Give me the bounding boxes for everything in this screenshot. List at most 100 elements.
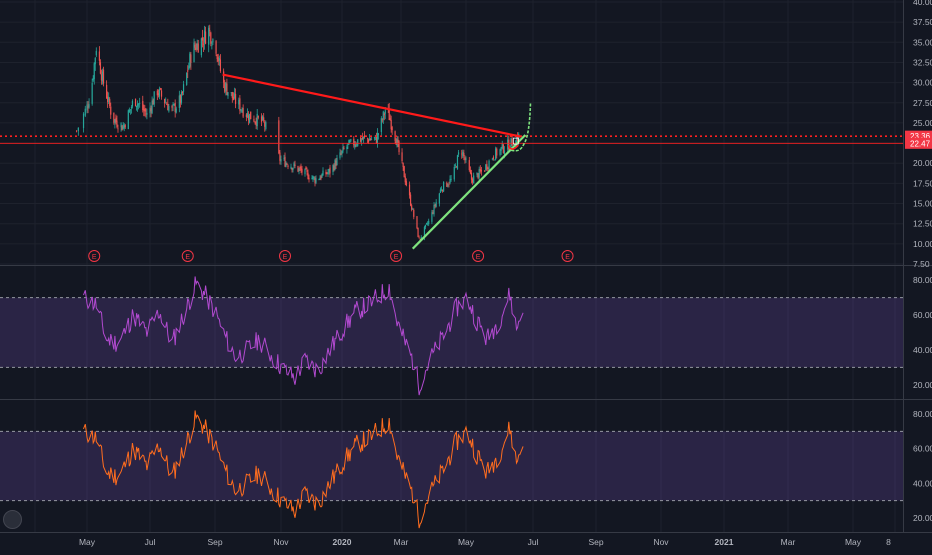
candle-body: [354, 144, 356, 148]
candle-body: [465, 158, 467, 160]
candle-body: [200, 38, 202, 56]
level-price-badge: 22.47: [905, 137, 932, 149]
candle-body: [256, 113, 258, 127]
candle: [321, 173, 323, 179]
candle: [480, 166, 482, 176]
candle-body: [348, 140, 350, 145]
candle-body: [510, 137, 512, 148]
candle: [479, 165, 481, 174]
candle-body: [319, 177, 321, 180]
candle: [127, 109, 129, 130]
candle-body: [139, 103, 141, 105]
candle-body: [478, 169, 480, 178]
candle-body: [216, 54, 218, 60]
candle: [381, 118, 383, 123]
candle-body: [432, 212, 434, 214]
candle: [146, 108, 148, 120]
candle: [416, 216, 418, 230]
candle-body: [174, 102, 176, 112]
candle: [280, 155, 282, 165]
candle: [181, 91, 184, 96]
candle: [507, 135, 509, 153]
candle: [443, 181, 445, 193]
candle: [186, 72, 188, 86]
candle: [439, 187, 442, 194]
candle: [226, 78, 228, 96]
candle: [450, 174, 452, 182]
candle: [292, 167, 294, 173]
candle-body: [153, 91, 155, 105]
candle: [212, 38, 214, 46]
candle: [194, 41, 196, 51]
candle-body: [77, 127, 79, 132]
earnings-marker: E: [561, 250, 574, 262]
candle-body: [370, 139, 373, 141]
candle-body: [129, 109, 131, 111]
candle: [121, 124, 123, 131]
candle-body: [305, 167, 307, 170]
candle-body: [433, 204, 435, 215]
candle: [299, 165, 301, 171]
candle: [240, 109, 242, 113]
candle-body: [106, 84, 108, 99]
candle-body: [443, 181, 445, 192]
candle: [149, 102, 151, 118]
candle: [156, 89, 158, 101]
candle-body: [492, 157, 495, 159]
candle-body: [368, 138, 371, 141]
candle-body: [292, 167, 294, 170]
candle-body: [446, 182, 448, 187]
candle-body: [342, 147, 344, 152]
candle-body: [151, 100, 153, 114]
price-axis-tick-label: 35.00: [913, 37, 932, 47]
rsi-axis-tick-label: 20.00: [913, 513, 932, 523]
candle-body: [495, 148, 497, 160]
candle-body: [306, 170, 308, 172]
candle: [77, 127, 79, 136]
candle: [143, 104, 145, 117]
candle: [232, 92, 234, 101]
candle-body: [327, 172, 329, 174]
candle: [347, 143, 349, 149]
tradingview-logo-icon[interactable]: [3, 510, 22, 529]
candle-body: [203, 30, 206, 43]
candles: [76, 24, 520, 241]
candle-body: [219, 59, 222, 72]
candle: [278, 116, 280, 155]
earnings-marker-circle: [88, 250, 101, 262]
candle: [217, 53, 219, 66]
candle-body: [462, 151, 464, 157]
candle-body: [117, 128, 119, 130]
time-axis-label: May: [458, 537, 475, 547]
candle: [242, 104, 244, 119]
candle: [202, 37, 205, 52]
candle-body: [376, 133, 378, 144]
candle: [348, 139, 350, 145]
candle: [346, 144, 348, 154]
rsi-axis-tick-label: 40.00: [913, 478, 932, 488]
candle: [311, 175, 313, 180]
candle-body: [238, 99, 240, 105]
candle: [465, 156, 467, 163]
candle: [92, 75, 94, 82]
candle-body: [496, 148, 498, 156]
candle-body: [500, 147, 502, 151]
candle-body: [182, 84, 185, 92]
candle-body: [361, 139, 363, 141]
candle-body: [150, 108, 152, 112]
time-axis-label: Mar: [781, 537, 796, 547]
candle: [491, 157, 493, 161]
candle: [262, 115, 264, 121]
candle-body: [396, 139, 398, 147]
candle-body: [355, 144, 357, 146]
candle-body: [175, 108, 177, 113]
candle-body: [304, 168, 306, 175]
candle-body: [138, 103, 140, 105]
candle: [200, 37, 202, 58]
candle-body: [404, 176, 406, 183]
candle: [203, 25, 206, 50]
candle: [333, 163, 335, 172]
candle: [304, 168, 306, 177]
